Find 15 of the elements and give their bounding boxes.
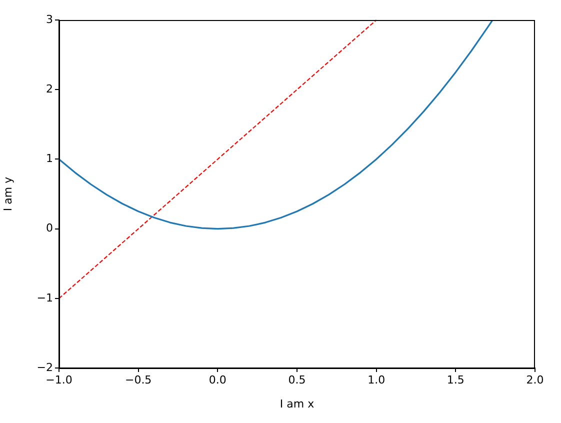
- y-axis-title: I am y: [1, 176, 14, 212]
- x-axis-title: I am x: [280, 397, 315, 410]
- x-tick-label: 2.0: [526, 373, 544, 386]
- x-tick-label: 1.5: [446, 373, 464, 386]
- y-tick-label: 2: [46, 82, 53, 96]
- y-tick-label: 1: [46, 152, 53, 166]
- x-tick-label: 0.5: [288, 373, 306, 386]
- y-tick-label: 3: [46, 12, 53, 26]
- x-tick-label: −0.5: [124, 373, 152, 386]
- y-tick-label: −2: [36, 360, 53, 374]
- x-tick-label: −1.0: [46, 373, 72, 386]
- y-tick-label: 0: [46, 222, 53, 235]
- x-tick-label: 0.0: [208, 373, 226, 386]
- y-tick-label: −1: [36, 291, 53, 304]
- x-tick-label: 1.0: [368, 373, 386, 386]
